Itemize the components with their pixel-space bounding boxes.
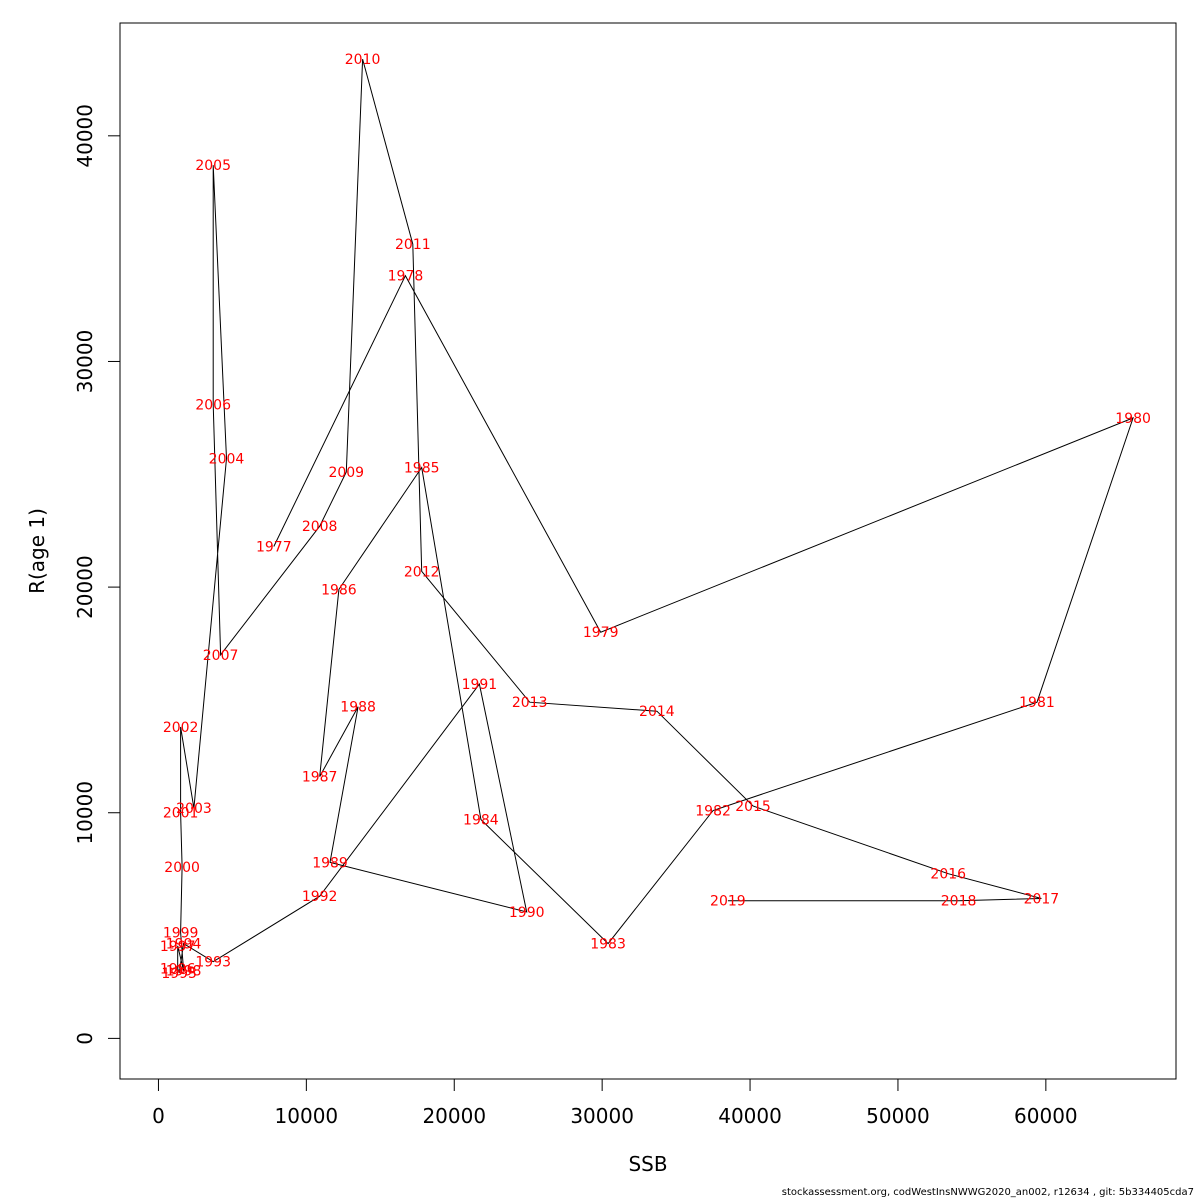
year-label-2011: 2011 bbox=[395, 237, 431, 253]
year-label-1981: 1981 bbox=[1019, 695, 1055, 711]
year-label-2013: 2013 bbox=[512, 695, 548, 711]
year-label-2019: 2019 bbox=[710, 894, 746, 910]
y-tick-label: 0 bbox=[73, 1032, 97, 1045]
x-tick-label: 10000 bbox=[275, 1104, 339, 1128]
year-label-1989: 1989 bbox=[312, 855, 348, 871]
ssb-recruitment-path bbox=[177, 58, 1134, 974]
year-label-1987: 1987 bbox=[302, 770, 338, 786]
year-label-2005: 2005 bbox=[195, 158, 231, 174]
x-tick-label: 20000 bbox=[422, 1104, 486, 1128]
year-label-1991: 1991 bbox=[462, 677, 498, 693]
year-labels: 1977 1978 1979 1980 1981 1982 1983 1984 1985 1986… bbox=[160, 52, 1151, 982]
y-tick-label: 30000 bbox=[73, 330, 97, 394]
year-label-1977: 1977 bbox=[256, 539, 292, 555]
year-label-1988: 1988 bbox=[340, 700, 376, 716]
year-label-2015: 2015 bbox=[735, 799, 771, 815]
year-label-1998: 1998 bbox=[166, 964, 202, 980]
x-axis: 0 10000 20000 30000 40000 50000 60000 bbox=[152, 1078, 1078, 1128]
year-label-1979: 1979 bbox=[583, 625, 619, 641]
year-label-2001: 2001 bbox=[163, 806, 199, 822]
year-label-2014: 2014 bbox=[639, 704, 675, 720]
y-tick-label: 20000 bbox=[73, 555, 97, 619]
year-label-1986: 1986 bbox=[321, 582, 357, 598]
year-label-2000: 2000 bbox=[164, 860, 200, 876]
year-label-2009: 2009 bbox=[328, 465, 364, 481]
year-label-1983: 1983 bbox=[590, 937, 626, 953]
x-tick-label: 60000 bbox=[1014, 1104, 1078, 1128]
year-label-1990: 1990 bbox=[509, 905, 545, 921]
year-label-2006: 2006 bbox=[195, 397, 231, 413]
year-label-2017: 2017 bbox=[1024, 891, 1060, 907]
x-tick-label: 30000 bbox=[570, 1104, 634, 1128]
year-label-1978: 1978 bbox=[388, 269, 424, 285]
year-label-2010: 2010 bbox=[345, 52, 381, 68]
year-label-1996: 1996 bbox=[160, 961, 196, 977]
year-label-2007: 2007 bbox=[203, 648, 239, 664]
y-tick-label: 40000 bbox=[73, 104, 97, 168]
year-label-1992: 1992 bbox=[302, 889, 338, 905]
x-axis-title: SSB bbox=[628, 1152, 667, 1176]
year-label-2016: 2016 bbox=[930, 867, 966, 883]
year-label-1994: 1994 bbox=[166, 937, 202, 953]
year-label-1997: 1997 bbox=[160, 939, 196, 955]
year-label-1982: 1982 bbox=[695, 803, 731, 819]
x-tick-label: 50000 bbox=[866, 1104, 930, 1128]
year-label-2018: 2018 bbox=[941, 894, 977, 910]
year-label-1993: 1993 bbox=[195, 955, 231, 971]
year-label-1984: 1984 bbox=[463, 813, 499, 829]
year-label-2012: 2012 bbox=[404, 564, 440, 580]
y-axis-title: R(age 1) bbox=[25, 508, 49, 594]
year-label-2004: 2004 bbox=[209, 451, 245, 467]
x-tick-label: 0 bbox=[152, 1104, 165, 1128]
year-label-2003: 2003 bbox=[176, 801, 212, 817]
x-tick-label: 40000 bbox=[718, 1104, 782, 1128]
year-label-1999: 1999 bbox=[163, 925, 199, 941]
y-tick-label: 10000 bbox=[73, 781, 97, 845]
year-label-2008: 2008 bbox=[302, 519, 338, 535]
y-axis: 0 10000 20000 30000 40000 bbox=[73, 104, 121, 1045]
year-label-1980: 1980 bbox=[1115, 411, 1151, 427]
footer-credit: stockassessment.org, codWestInsNWWG2020_… bbox=[781, 1187, 1194, 1198]
year-label-1995: 1995 bbox=[161, 966, 197, 982]
year-label-2002: 2002 bbox=[163, 720, 199, 736]
year-label-1985: 1985 bbox=[404, 461, 440, 477]
